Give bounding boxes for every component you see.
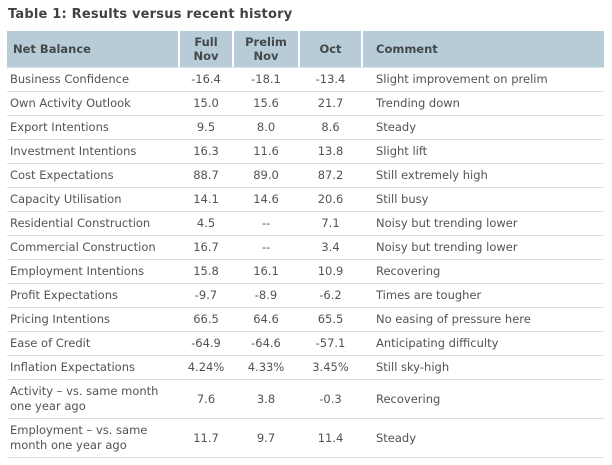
comment-cell: Slight improvement on prelim [376,72,548,86]
table-row: Ease of Credit -64.9 -64.6 -57.1 Anticip… [7,332,604,356]
comment-cell: Times are tougher [376,288,482,302]
prelim-nov-cell: -8.9 [254,288,278,302]
comment-cell: Recovering [376,391,441,406]
prelim-nov-cell: 89.0 [253,168,279,182]
net-balance-cell: Investment Intentions [10,144,137,158]
table-row: Residential Construction 4.5 -- 7.1 Nois… [7,212,604,236]
prelim-nov-cell: 9.7 [256,430,276,445]
full-nov-cell: 88.7 [193,168,219,182]
comment-cell: Steady [376,430,417,445]
net-balance-cell: Profit Expectations [10,288,118,302]
table-row: Investment Intentions 16.3 11.6 13.8 Sli… [7,140,604,164]
net-balance-cell: Cost Expectations [10,168,114,182]
column-header-net-balance: Net Balance [7,31,178,67]
comment-cell: Slight lift [376,144,428,158]
net-balance-cell: Employment Intentions [10,264,145,278]
comment-cell: No easing of pressure here [376,312,531,326]
table-row: Employment – vs. same month one year ago… [7,419,604,458]
comment-cell: Anticipating difficulty [376,336,499,350]
oct-cell: -0.3 [319,391,342,406]
prelim-nov-cell: -64.6 [251,336,281,350]
net-balance-cell: Capacity Utilisation [10,192,122,206]
comment-cell: Still extremely high [376,168,488,182]
net-balance-cell: Employment – vs. same month one year ago [10,423,148,452]
oct-cell: 87.2 [317,168,344,182]
table-row: Business Confidence -16.4 -18.1 -13.4 Sl… [7,68,604,92]
full-nov-cell: -16.4 [191,72,221,86]
oct-cell: -6.2 [319,288,342,302]
full-nov-cell: 15.0 [193,96,219,110]
net-balance-cell: Commercial Construction [10,240,156,254]
oct-cell: 3.45% [312,360,349,374]
full-nov-cell: 14.1 [193,192,219,206]
results-table: Net Balance Full Nov Prelim Nov Oct Comm… [7,31,604,458]
oct-cell: 13.8 [317,144,344,158]
oct-cell: 8.6 [321,120,340,134]
table-header-row: Net Balance Full Nov Prelim Nov Oct Comm… [7,31,604,68]
net-balance-cell: Export Intentions [10,120,109,134]
prelim-nov-cell: -- [261,240,271,254]
net-balance-cell: Residential Construction [10,216,151,230]
net-balance-cell: Own Activity Outlook [10,96,131,110]
comment-cell: Still busy [376,192,429,206]
net-balance-cell: Activity – vs. same month one year ago [10,384,159,413]
full-nov-cell: 9.5 [196,120,216,134]
column-header-comment: Comment [363,31,604,67]
prelim-nov-cell: 4.33% [247,360,285,374]
prelim-nov-cell: 64.6 [253,312,279,326]
prelim-nov-cell: 11.6 [253,144,279,158]
oct-cell: -57.1 [315,336,346,350]
full-nov-cell: 15.8 [193,264,219,278]
full-nov-cell: -64.9 [191,336,221,350]
net-balance-cell: Ease of Credit [10,336,91,350]
prelim-nov-cell: 3.8 [256,391,276,406]
table-row: Export Intentions 9.5 8.0 8.6 Steady [7,116,604,140]
table-row: Pricing Intentions 66.5 64.6 65.5 No eas… [7,308,604,332]
net-balance-cell: Business Confidence [10,72,130,86]
comment-cell: Recovering [376,264,441,278]
full-nov-cell: 4.5 [196,216,216,230]
full-nov-cell: 7.6 [196,391,216,406]
table-row: Capacity Utilisation 14.1 14.6 20.6 Stil… [7,188,604,212]
prelim-nov-cell: 15.6 [253,96,279,110]
oct-cell: 3.4 [321,240,340,254]
comment-cell: Still sky-high [376,360,450,374]
full-nov-cell: 16.3 [193,144,219,158]
table-title: Table 1: Results versus recent history [8,7,293,22]
table-row: Inflation Expectations 4.24% 4.33% 3.45%… [7,356,604,380]
comment-cell: Steady [376,120,417,134]
prelim-nov-cell: 14.6 [253,192,279,206]
comment-cell: Noisy but trending lower [376,216,518,230]
prelim-nov-cell: -18.1 [251,72,281,86]
table-row: Profit Expectations -9.7 -8.9 -6.2 Times… [7,284,604,308]
column-header-prelim-nov: Prelim Nov [234,31,298,67]
full-nov-cell: 4.24% [187,360,225,374]
prelim-nov-cell: -- [261,216,271,230]
full-nov-cell: 66.5 [193,312,219,326]
comment-cell: Trending down [376,96,460,110]
oct-cell: 7.1 [321,216,340,230]
comment-cell: Noisy but trending lower [376,240,518,254]
column-header-full-nov: Full Nov [180,31,232,67]
full-nov-cell: -9.7 [194,288,218,302]
oct-cell: 20.6 [317,192,344,206]
full-nov-cell: 16.7 [193,240,219,254]
prelim-nov-cell: 8.0 [256,120,276,134]
column-header-oct: Oct [300,31,361,67]
table-row: Employment Intentions 15.8 16.1 10.9 Rec… [7,260,604,284]
prelim-nov-cell: 16.1 [253,264,279,278]
net-balance-cell: Inflation Expectations [10,360,136,374]
table-row: Own Activity Outlook 15.0 15.6 21.7 Tren… [7,92,604,116]
table-row: Activity – vs. same month one year ago 7… [7,380,604,419]
full-nov-cell: 11.7 [193,430,219,445]
table-row: Cost Expectations 88.7 89.0 87.2 Still e… [7,164,604,188]
oct-cell: 10.9 [317,264,344,278]
table-row: Commercial Construction 16.7 -- 3.4 Nois… [7,236,604,260]
oct-cell: 65.5 [317,312,344,326]
oct-cell: 11.4 [317,430,344,445]
net-balance-cell: Pricing Intentions [10,312,110,326]
oct-cell: 21.7 [317,96,344,110]
oct-cell: -13.4 [315,72,346,86]
